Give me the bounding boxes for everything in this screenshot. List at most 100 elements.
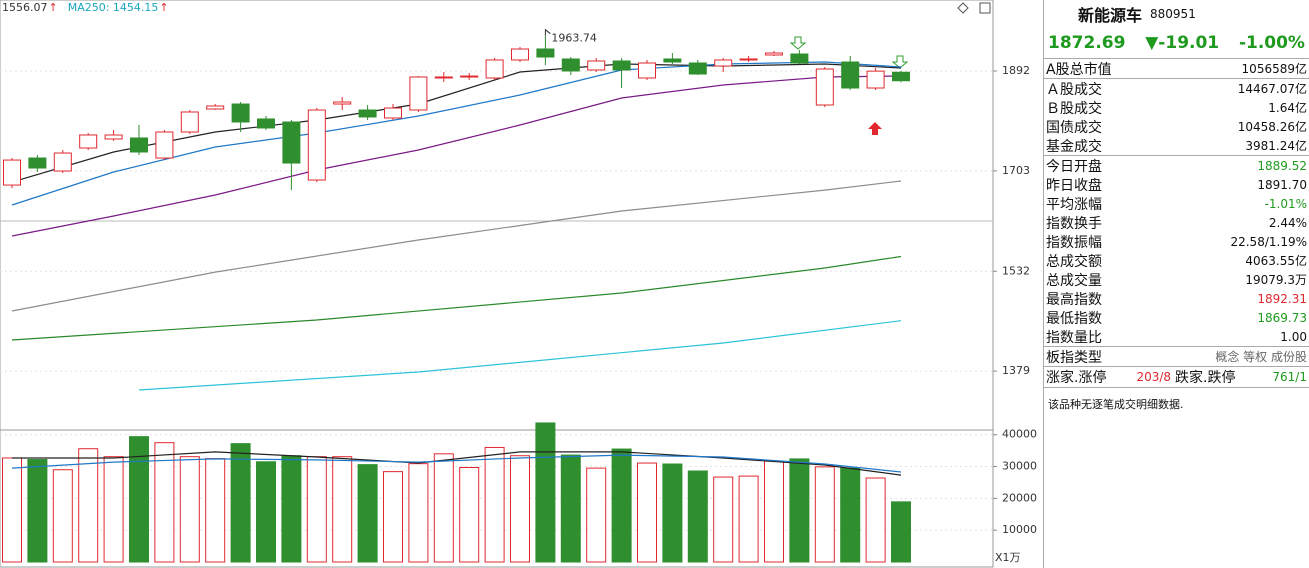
stat-label: Ａ股成交 bbox=[1046, 81, 1102, 98]
stat-value: 10458.26亿 bbox=[1237, 120, 1307, 134]
stat-value: 14467.07亿 bbox=[1237, 82, 1307, 96]
toolbar-icon[interactable] bbox=[979, 2, 991, 14]
candle-body bbox=[587, 60, 606, 71]
volume-bar bbox=[27, 459, 48, 563]
stat-value: 1889.52 bbox=[1257, 158, 1307, 173]
stat-value: 1891.70 bbox=[1257, 177, 1307, 192]
volume-bar bbox=[510, 455, 530, 563]
candle-body bbox=[53, 152, 72, 172]
volume-bar bbox=[687, 470, 708, 563]
stat-row: 指数振幅 22.58/1.19% bbox=[1044, 232, 1309, 251]
stat-label: 昨日收盘 bbox=[1046, 177, 1102, 194]
stat-value: 4063.55亿 bbox=[1245, 254, 1307, 268]
stat-label: 国债成交 bbox=[1046, 119, 1102, 136]
volume-bar bbox=[611, 448, 632, 563]
candle-body bbox=[333, 101, 352, 105]
volume-bar bbox=[103, 456, 124, 563]
breadth-value: 203/8 bbox=[1136, 370, 1172, 384]
candle-body bbox=[536, 48, 555, 58]
stat-row: A股总市值 1056589亿 bbox=[1044, 59, 1309, 79]
stat-value: 1869.73 bbox=[1257, 310, 1307, 325]
candle-body bbox=[155, 131, 174, 159]
candle-body bbox=[612, 60, 631, 71]
candle-body bbox=[28, 157, 47, 169]
ma-line bbox=[12, 451, 902, 476]
y-tick-label: 1532 bbox=[1002, 264, 1030, 277]
candle-body bbox=[892, 71, 910, 82]
stat-row: Ａ股成交 14467.07亿 bbox=[1044, 79, 1309, 98]
stat-label: 指数换手 bbox=[1046, 215, 1102, 232]
stat-value: 概念 等权 成份股 bbox=[1215, 350, 1307, 364]
volume-bar bbox=[154, 442, 175, 563]
volume-bar bbox=[789, 458, 810, 563]
last-price: 1872.69 bbox=[1048, 33, 1126, 53]
toolbar-icon[interactable] bbox=[957, 2, 969, 14]
candle-body bbox=[130, 137, 148, 153]
y-tick-label: 30000 bbox=[1002, 460, 1037, 473]
y-tick-label: 40000 bbox=[1002, 428, 1037, 441]
stat-value: 19079.3万 bbox=[1245, 273, 1307, 287]
volume-bar bbox=[637, 462, 657, 563]
volume-bar bbox=[586, 467, 607, 563]
breadth-label: 涨家.涨停 bbox=[1046, 370, 1107, 386]
y-tick-label: 1703 bbox=[1002, 164, 1030, 177]
candle-body bbox=[663, 58, 682, 63]
stat-row: 基金成交 3981.24亿 bbox=[1044, 136, 1309, 156]
volume-bar bbox=[129, 436, 149, 563]
candle-body bbox=[765, 52, 783, 56]
stat-value: 1056589亿 bbox=[1241, 62, 1307, 76]
volume-bar bbox=[2, 457, 22, 563]
candle-body bbox=[638, 62, 656, 79]
stat-label: 指数振幅 bbox=[1046, 234, 1102, 251]
stat-label: 指数量比 bbox=[1046, 329, 1102, 346]
stat-value: -1.01% bbox=[1264, 196, 1307, 211]
stat-value: 1.00 bbox=[1280, 329, 1307, 344]
volume-bar bbox=[332, 456, 353, 563]
candle-body bbox=[358, 109, 377, 118]
stat-label: 基金成交 bbox=[1046, 138, 1102, 155]
volume-bar bbox=[865, 477, 886, 563]
ma-line bbox=[138, 320, 902, 391]
stat-value: 1892.31 bbox=[1257, 291, 1307, 306]
header: 新能源车 880951 bbox=[1044, 0, 1309, 28]
volume-bar bbox=[484, 446, 505, 563]
stat-row: 指数量比 1.00 bbox=[1044, 327, 1309, 347]
volume-bar bbox=[738, 475, 759, 563]
candle-body bbox=[257, 118, 275, 129]
stat-row: 最低指数 1869.73 bbox=[1044, 308, 1309, 327]
volume-bar bbox=[764, 460, 784, 563]
breadth-label: 跌家.跌停 bbox=[1175, 370, 1236, 386]
candle-body bbox=[231, 103, 250, 123]
stat-row: 昨日收盘 1891.70 bbox=[1044, 175, 1309, 194]
y-tick-label: 1892 bbox=[1002, 64, 1030, 77]
stat-label: 今日开盘 bbox=[1046, 158, 1102, 175]
volume-bar bbox=[306, 456, 327, 563]
stat-label: 总成交额 bbox=[1046, 253, 1102, 270]
volume-bar bbox=[535, 422, 556, 563]
volume-bar bbox=[433, 453, 454, 563]
candle-body bbox=[561, 58, 580, 72]
candle-body bbox=[180, 111, 199, 133]
ma-line bbox=[11, 255, 902, 341]
volume-bar bbox=[230, 443, 251, 563]
volume-bar bbox=[281, 455, 302, 563]
volume-bar bbox=[662, 463, 683, 563]
y-tick-label: 1379 bbox=[1002, 364, 1030, 377]
ma-line bbox=[11, 180, 902, 312]
candle-body bbox=[866, 70, 885, 89]
candle-body bbox=[790, 53, 809, 64]
index-code: 880951 bbox=[1150, 7, 1196, 21]
candle-body bbox=[841, 61, 860, 89]
stat-row: 总成交量 19079.3万 bbox=[1044, 270, 1309, 289]
volume-bar bbox=[713, 476, 734, 563]
stat-row: 最高指数 1892.31 bbox=[1044, 289, 1309, 308]
stat-row: 指数换手 2.44% bbox=[1044, 213, 1309, 232]
signal-arrow bbox=[868, 122, 882, 135]
ma-line bbox=[11, 75, 902, 237]
y-tick-label: 10000 bbox=[1002, 523, 1037, 536]
info-panel: 新能源车 880951 1872.69 ▼-19.01 -1.00% A股总市值 10565… bbox=[1043, 0, 1309, 568]
stat-label: 总成交量 bbox=[1046, 272, 1102, 289]
max-label: 1963.74 bbox=[551, 32, 597, 45]
candle-body bbox=[511, 48, 529, 61]
